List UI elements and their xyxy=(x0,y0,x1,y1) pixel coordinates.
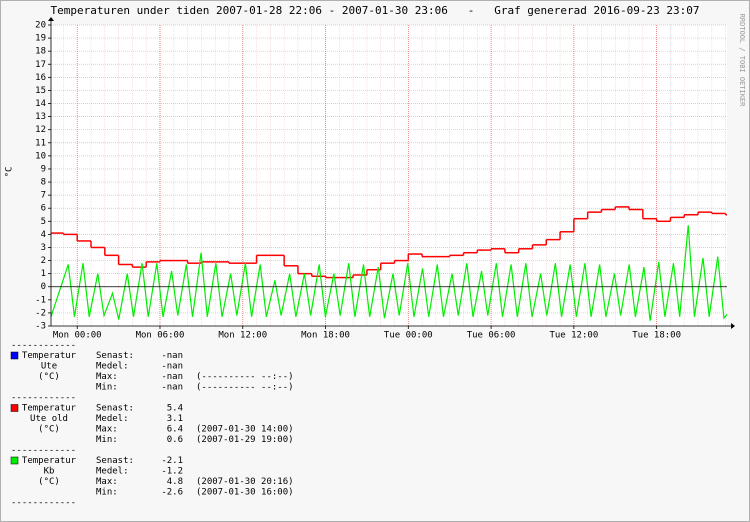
legend-name: (°C) xyxy=(38,372,60,382)
stat-value: 4.8 xyxy=(167,477,183,487)
legend-name: Temperatur xyxy=(22,456,77,466)
stat-value: -nan xyxy=(161,383,183,393)
y-tick-label: 12 xyxy=(35,125,46,135)
y-tick-label: 8 xyxy=(41,178,46,188)
y-tick-label: 17 xyxy=(35,60,46,70)
x-tick-label: Tue 12:00 xyxy=(549,331,598,341)
stat-value: -nan xyxy=(161,362,183,372)
axes: -3-2-101234567891011121314151617181920Mo… xyxy=(35,17,735,341)
x-tick-label: Mon 18:00 xyxy=(301,331,350,341)
stat-value: 6.4 xyxy=(167,425,183,435)
y-tick-label: 0 xyxy=(41,282,46,292)
stat-value: -2.1 xyxy=(161,456,183,466)
stat-label: Medel: xyxy=(96,362,129,372)
stat-label: Medel: xyxy=(96,467,129,477)
stat-label: Max: xyxy=(96,425,118,435)
legend-name: (°C) xyxy=(38,477,60,487)
stat-label: Min: xyxy=(96,488,118,498)
stat-label: Min: xyxy=(96,435,118,445)
y-tick-label: 9 xyxy=(41,164,46,174)
legend-swatch xyxy=(10,351,19,360)
legend-separator: ------------ xyxy=(11,341,76,351)
y-tick-label: 3 xyxy=(41,243,46,253)
stat-time: (2007-01-29 19:00) xyxy=(196,435,294,445)
x-tick-label: Mon 00:00 xyxy=(53,331,102,341)
grid xyxy=(51,24,727,327)
stat-value: -nan xyxy=(161,351,183,361)
y-tick-label: 1 xyxy=(41,269,46,279)
stat-time: (---------- --:--) xyxy=(196,383,294,393)
series-layer xyxy=(50,206,728,321)
x-tick-label: Tue 18:00 xyxy=(632,331,681,341)
x-tick-label: Tue 06:00 xyxy=(467,331,516,341)
legend-separator: ------------ xyxy=(11,498,76,508)
y-tick-label: 11 xyxy=(35,138,46,148)
y-tick-label: 16 xyxy=(35,73,46,83)
series-line xyxy=(50,225,728,321)
y-tick-label: -1 xyxy=(35,295,46,305)
stat-value: -2.6 xyxy=(161,488,183,498)
y-tick-label: -2 xyxy=(35,308,46,318)
legend-name: Kb xyxy=(44,467,55,477)
plot-area xyxy=(51,25,727,326)
y-tick-label: 10 xyxy=(35,151,46,161)
stat-value: 0.6 xyxy=(167,435,183,445)
legend-swatch xyxy=(10,404,19,412)
stat-label: Min: xyxy=(96,383,118,393)
y-tick-label: 6 xyxy=(41,204,46,214)
x-axis-arrow xyxy=(731,323,735,329)
watermark: RRDTOOL / TOBI OETIKER xyxy=(738,14,746,108)
stat-value: -1.2 xyxy=(161,467,183,477)
y-tick-label: 20 xyxy=(35,21,46,31)
y-tick-label: 15 xyxy=(35,86,46,96)
y-tick-label: 7 xyxy=(41,191,46,201)
stat-value: 3.1 xyxy=(167,414,183,424)
y-axis-label: °C xyxy=(5,167,15,178)
x-tick-label: Mon 12:00 xyxy=(218,331,267,341)
chart-title: Temperaturen under tiden 2007-01-28 22:0… xyxy=(50,4,699,17)
stat-label: Senast: xyxy=(96,351,134,361)
stat-value: -nan xyxy=(161,372,183,382)
legend-name: (°C) xyxy=(38,425,60,435)
y-tick-label: 14 xyxy=(35,99,46,109)
legend-name: Temperatur xyxy=(22,351,77,361)
x-tick-label: Mon 06:00 xyxy=(136,331,185,341)
y-axis-arrow xyxy=(48,17,54,21)
y-tick-label: 5 xyxy=(41,217,46,227)
stat-time: (2007-01-30 14:00) xyxy=(196,425,294,435)
stat-label: Senast: xyxy=(96,456,134,466)
stat-label: Max: xyxy=(96,372,118,382)
stat-label: Max: xyxy=(96,477,118,487)
stat-label: Senast: xyxy=(96,404,134,414)
legend-name: Temperatur xyxy=(22,404,77,414)
stat-label: Medel: xyxy=(96,414,129,424)
x-tick-label: Tue 00:00 xyxy=(384,331,433,341)
legend-name: Ute old xyxy=(30,414,68,424)
y-tick-label: 19 xyxy=(35,34,46,44)
stat-value: 5.4 xyxy=(167,404,183,414)
y-tick-label: 4 xyxy=(41,230,46,240)
legend-separator: ------------ xyxy=(11,446,76,456)
legend-name: Ute xyxy=(41,362,57,372)
stat-time: (2007-01-30 20:16) xyxy=(196,477,294,487)
y-tick-label: 13 xyxy=(35,112,46,122)
legend-separator: ------------ xyxy=(11,393,76,403)
y-tick-label: 2 xyxy=(41,256,46,266)
legend-swatch xyxy=(10,456,19,465)
y-tick-label: -3 xyxy=(35,322,46,332)
y-tick-label: 18 xyxy=(35,47,46,57)
stat-time: (2007-01-30 16:00) xyxy=(196,488,294,498)
stat-time: (---------- --:--) xyxy=(196,372,294,382)
